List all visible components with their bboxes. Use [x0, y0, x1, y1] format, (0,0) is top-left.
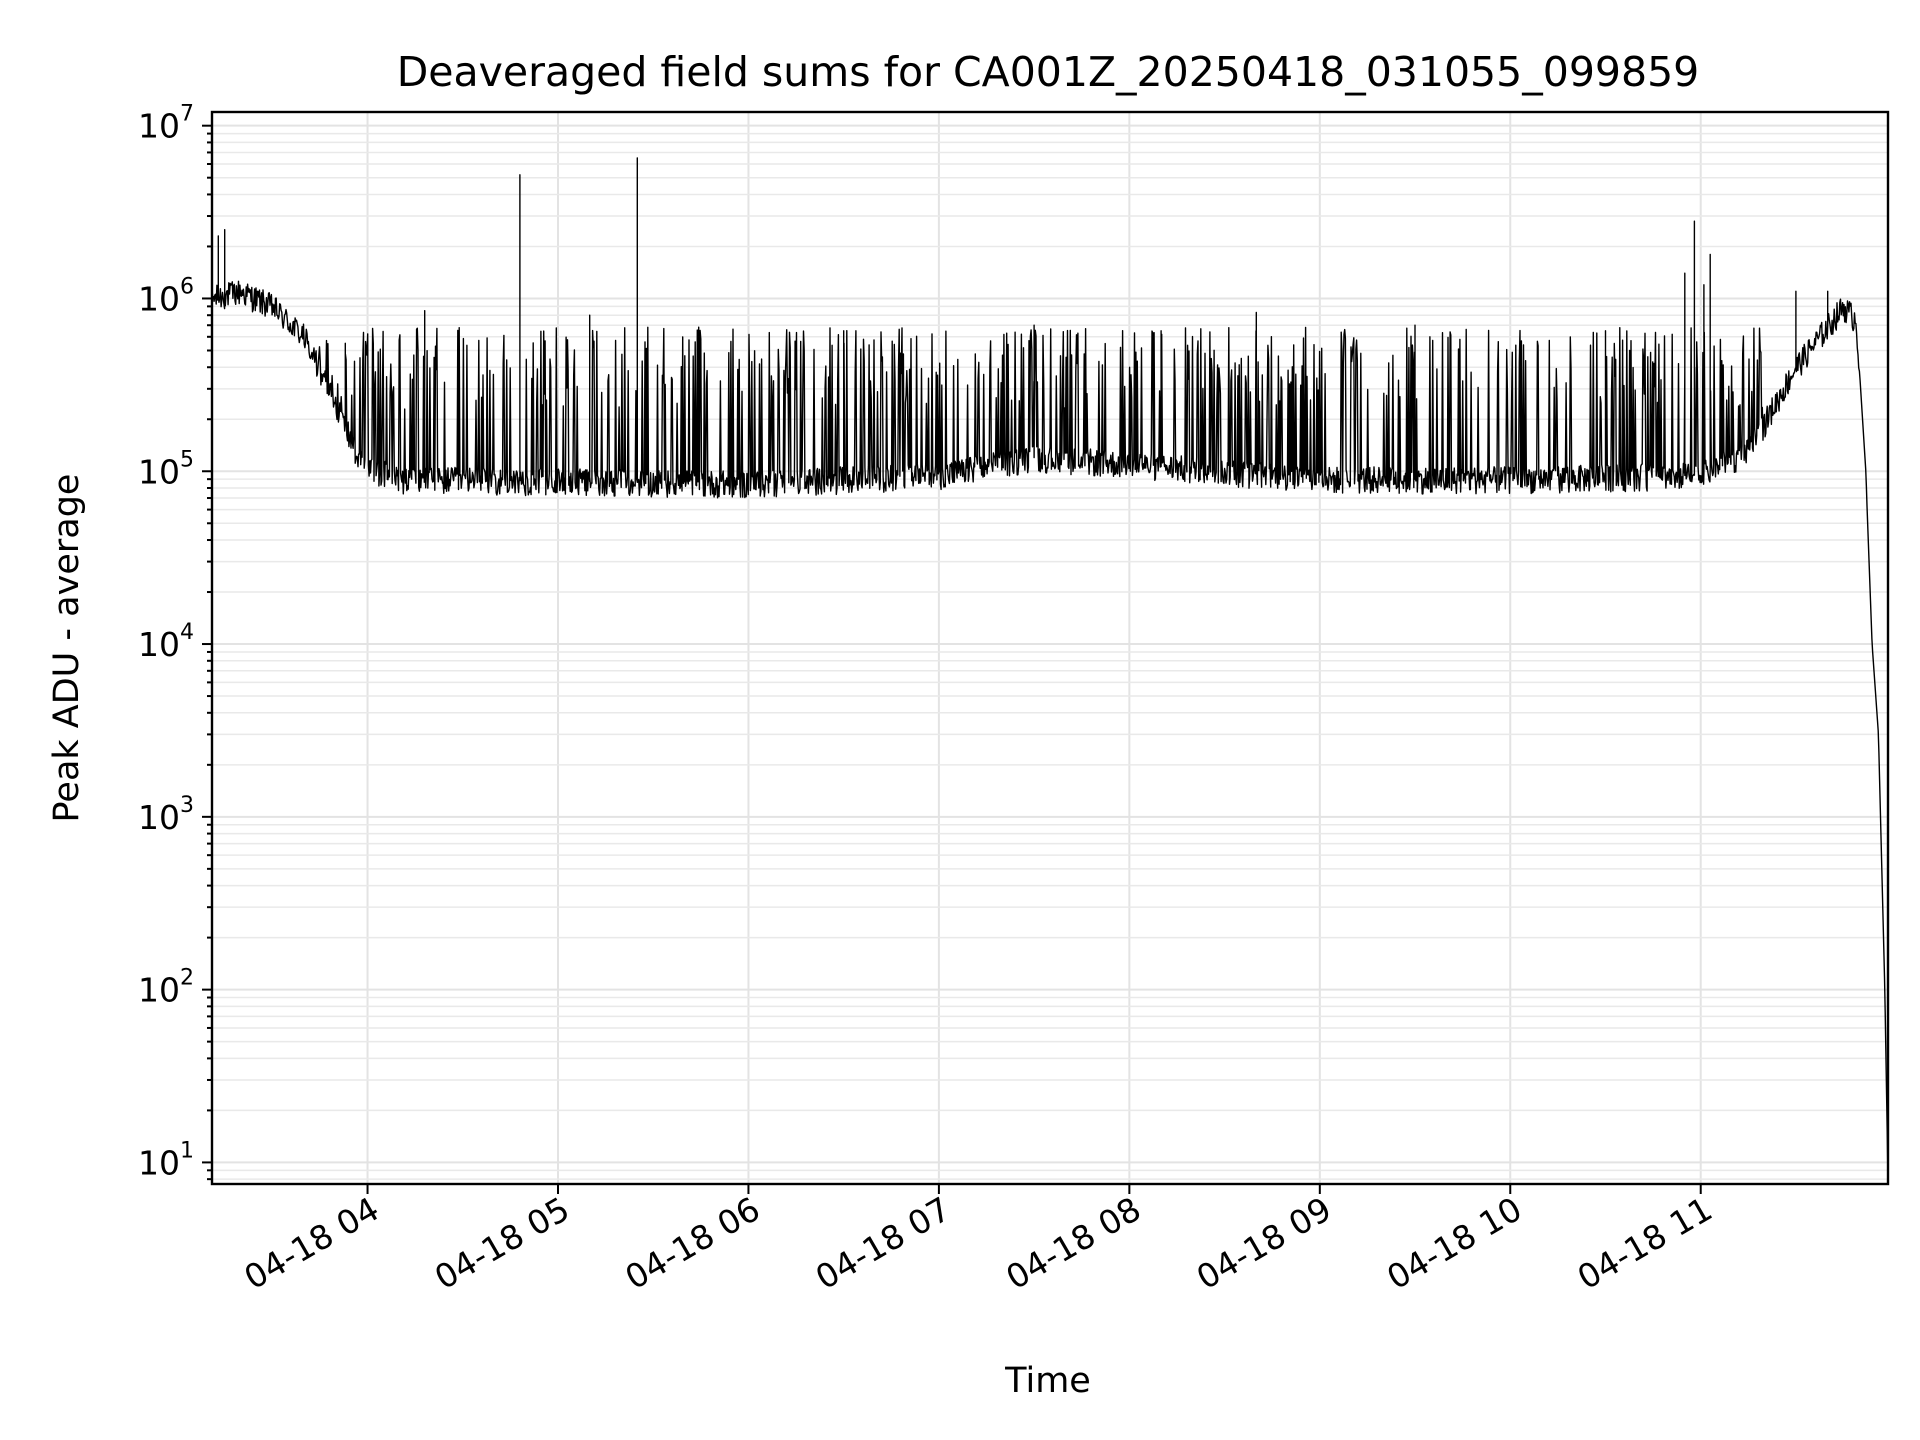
y-axis-ticks: 101 102 103 104 105 106 107	[138, 102, 212, 1182]
grid	[212, 112, 1888, 1184]
y-tick-label: 103	[138, 793, 194, 837]
y-tick-label: 104	[138, 620, 194, 664]
y-tick-label: 107	[138, 102, 194, 146]
y-tick-label: 106	[138, 274, 194, 318]
y-tick-label: 102	[138, 966, 194, 1010]
data-series-line	[211, 157, 1889, 1180]
y-tick-label: 105	[138, 447, 194, 491]
y-axis-label: Peak ADU - average	[47, 474, 87, 823]
x-axis-label: Time	[1004, 1361, 1091, 1401]
plot-frame	[210, 110, 1890, 1186]
chart-title: Deaveraged field sums for CA001Z_2025041…	[397, 48, 1700, 96]
y-tick-label: 101	[138, 1138, 194, 1182]
